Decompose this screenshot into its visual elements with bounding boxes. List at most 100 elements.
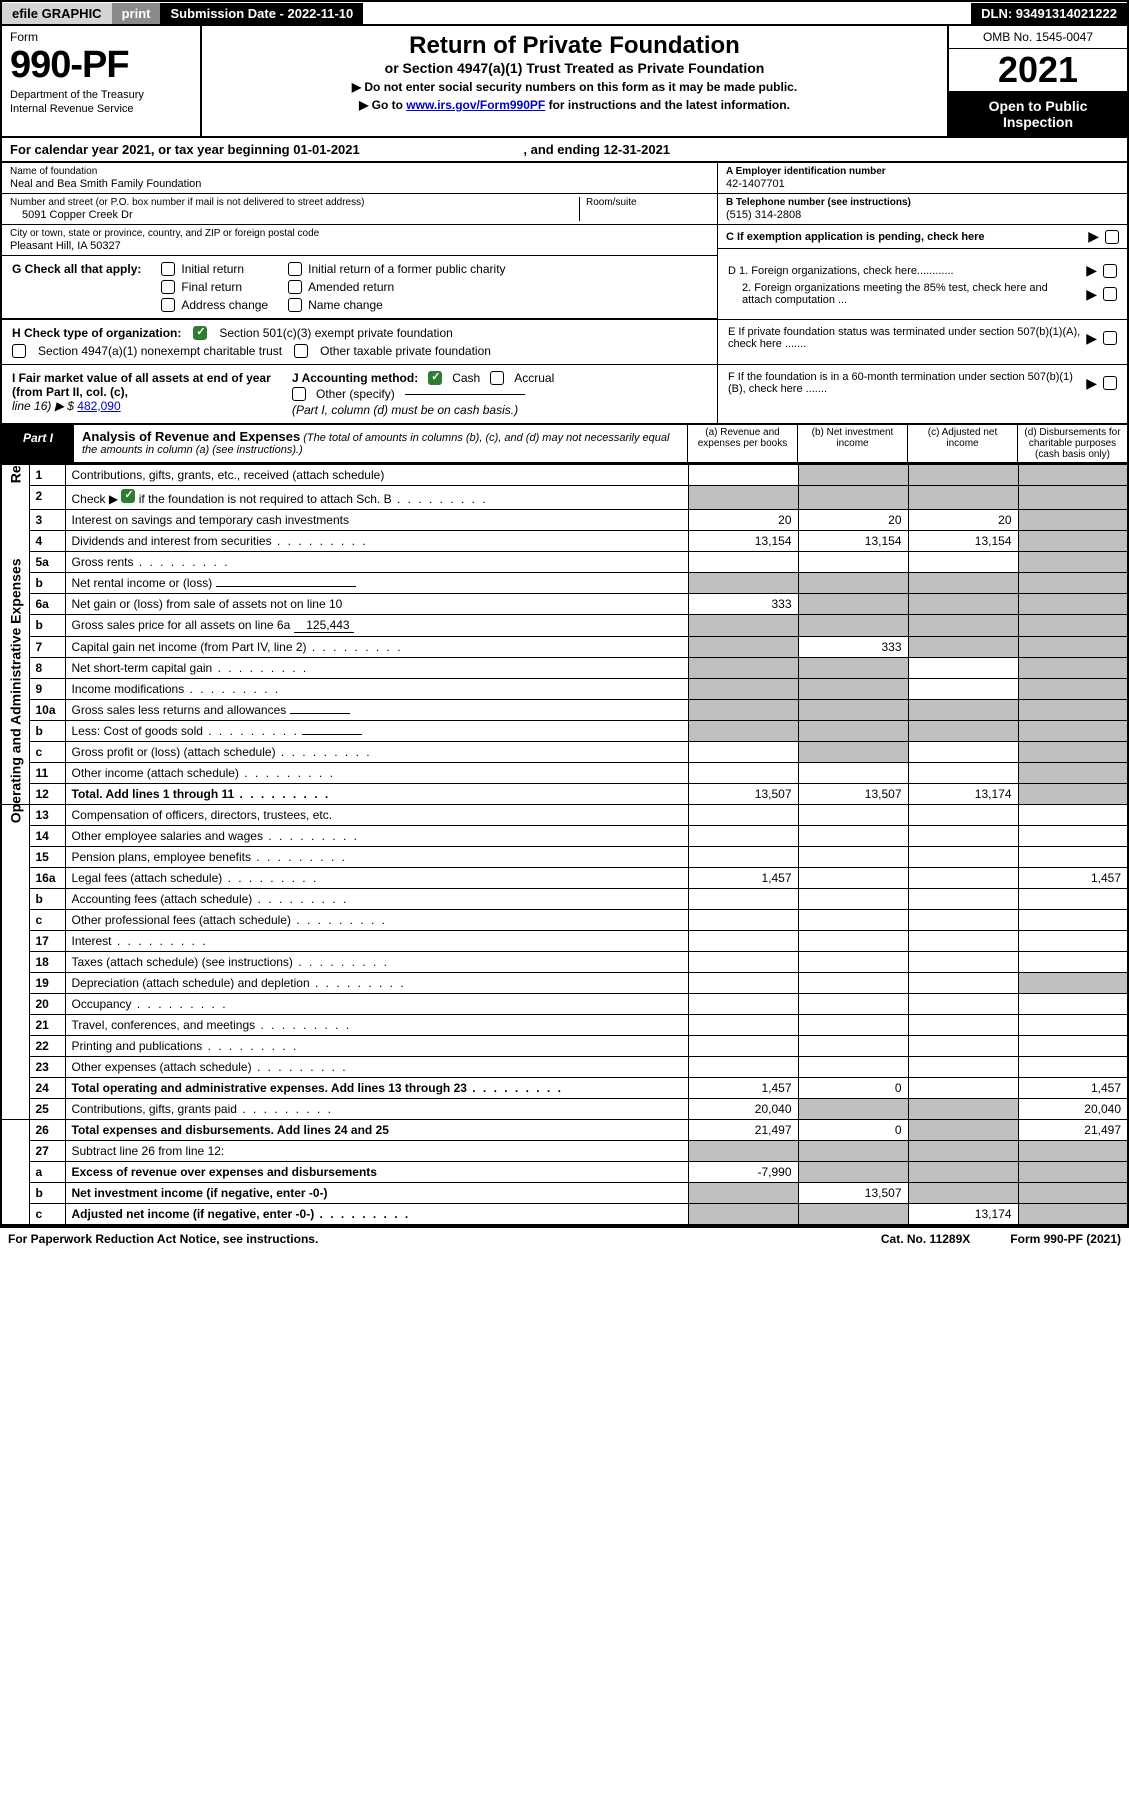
10b-input[interactable] [302,734,362,735]
entity-info: Name of foundation Neal and Bea Smith Fa… [0,163,1129,256]
j-cash: Cash [452,371,480,385]
phone-value: (515) 314-2808 [726,209,1119,221]
phone-label: B Telephone number (see instructions) [726,197,1119,208]
f-checkbox[interactable] [1103,376,1117,390]
omb-number: OMB No. 1545-0047 [949,26,1127,49]
row-21: 21Travel, conferences, and meetings [1,1015,1128,1036]
d1-label: D 1. Foreign organizations, check here..… [728,265,1080,277]
10a-input[interactable] [290,713,350,714]
address-change-checkbox[interactable] [161,298,175,312]
form-title: Return of Private Foundation [212,32,937,60]
j-other-input[interactable] [405,394,525,395]
cal-end: 12-31-2021 [604,142,671,157]
final-return-checkbox[interactable] [161,280,175,294]
j-other-checkbox[interactable] [292,387,306,401]
footer-mid: Cat. No. 11289X [881,1232,970,1246]
open-public-badge: Open to Public Inspection [949,92,1127,136]
row-9: 9Income modifications [1,679,1128,700]
schb-checkbox[interactable] [121,489,135,503]
col-a-header: (a) Revenue and expenses per books [687,425,797,462]
addr-label: Number and street (or P.O. box number if… [10,197,579,208]
print-button[interactable]: print [112,3,161,24]
h-501c3-checkbox[interactable] [193,326,207,340]
row-6a: 6aNet gain or (loss) from sale of assets… [1,594,1128,615]
5b-input[interactable] [216,586,356,587]
row-16c: cOther professional fees (attach schedul… [1,910,1128,931]
initial-former-label: Initial return of a former public charit… [308,262,505,276]
section-h: H Check type of organization: Section 50… [2,320,717,364]
header-center: Return of Private Foundation or Section … [202,26,947,136]
row-7: 7Capital gain net income (from Part IV, … [1,637,1128,658]
note2-post: for instructions and the latest informat… [545,98,790,112]
row-24: 24Total operating and administrative exp… [1,1078,1128,1099]
h-4947-checkbox[interactable] [12,344,26,358]
row-17: 17Interest [1,931,1128,952]
section-g-d: G Check all that apply: Initial return F… [0,256,1129,320]
initial-former-checkbox[interactable] [288,262,302,276]
h-other-checkbox[interactable] [294,344,308,358]
section-ij: I Fair market value of all assets at end… [2,365,717,423]
name-change-label: Name change [308,298,383,312]
row-25: 25Contributions, gifts, grants paid20,04… [1,1099,1128,1120]
j-accrual-checkbox[interactable] [490,371,504,385]
d2-checkbox[interactable] [1103,287,1117,301]
page-footer: For Paperwork Reduction Act Notice, see … [0,1226,1129,1250]
col-c-header: (c) Adjusted net income [907,425,1017,462]
row-3: 3Interest on savings and temporary cash … [1,510,1128,531]
section-e: E If private foundation status was termi… [717,320,1127,364]
i-value[interactable]: 482,090 [77,399,120,413]
ein-cell: A Employer identification number 42-1407… [718,163,1127,194]
d2-label: 2. Foreign organizations meeting the 85%… [728,282,1080,306]
street-address: 5091 Copper Creek Dr [10,209,579,221]
section-d: D 1. Foreign organizations, check here..… [717,256,1127,319]
row-13: Operating and Administrative Expenses 13… [1,805,1128,826]
top-bar: efile GRAPHIC print Submission Date - 20… [0,0,1129,26]
row-4: 4Dividends and interest from securities1… [1,531,1128,552]
form990pf-link[interactable]: www.irs.gov/Form990PF [406,98,545,112]
row-5b: bNet rental income or (loss) [1,573,1128,594]
h-opt1: Section 501(c)(3) exempt private foundat… [219,326,452,340]
d1-checkbox[interactable] [1103,264,1117,278]
amended-checkbox[interactable] [288,280,302,294]
section-f: F If the foundation is in a 60-month ter… [717,365,1127,423]
initial-return-checkbox[interactable] [161,262,175,276]
row-20: 20Occupancy [1,994,1128,1015]
row-10c: cGross profit or (loss) (attach schedule… [1,742,1128,763]
row-11: 11Other income (attach schedule) [1,763,1128,784]
j-note: (Part I, column (d) must be on cash basi… [292,403,554,417]
c-checkbox[interactable] [1105,230,1119,244]
final-return-label: Final return [181,280,242,294]
c-arrow: ▶ [1088,228,1099,245]
e-checkbox[interactable] [1103,331,1117,345]
j-cash-checkbox[interactable] [428,371,442,385]
cal-mid: , and ending [523,142,603,157]
header-left: Form 990-PF Department of the Treasury I… [2,26,202,136]
i-label: I Fair market value of all assets at end… [12,371,271,399]
row-18: 18Taxes (attach schedule) (see instructi… [1,952,1128,973]
address-change-label: Address change [181,298,268,312]
name-change-checkbox[interactable] [288,298,302,312]
calendar-year-row: For calendar year 2021, or tax year begi… [0,138,1129,163]
city-state-zip: Pleasant Hill, IA 50327 [10,240,709,252]
part1-title: Analysis of Revenue and Expenses [82,429,300,444]
form-label: Form [10,30,192,44]
cal-begin: 01-01-2021 [293,142,360,157]
form-subtitle: or Section 4947(a)(1) Trust Treated as P… [212,60,937,76]
j-label: J Accounting method: [292,371,418,385]
part1-header: Part I Analysis of Revenue and Expenses … [0,425,1129,464]
j-accrual: Accrual [514,371,554,385]
submission-date: Submission Date - 2022-11-10 [160,3,363,24]
j-other: Other (specify) [316,387,395,401]
row-1: Revenue 1Contributions, gifts, grants, e… [1,465,1128,486]
footer-right: Form 990-PF (2021) [1010,1232,1121,1246]
section-ij-f: I Fair market value of all assets at end… [0,365,1129,425]
form-number: 990-PF [10,44,192,87]
dept-text: Department of the Treasury [10,89,192,101]
note2-pre: ▶ Go to [359,98,406,112]
row-27b: bNet investment income (if negative, ent… [1,1183,1128,1204]
note-2: ▶ Go to www.irs.gov/Form990PF for instru… [212,98,937,112]
efile-label: efile GRAPHIC [2,3,112,24]
row-10b: bLess: Cost of goods sold [1,721,1128,742]
row-10a: 10aGross sales less returns and allowanc… [1,700,1128,721]
row-12: 12Total. Add lines 1 through 1113,50713,… [1,784,1128,805]
